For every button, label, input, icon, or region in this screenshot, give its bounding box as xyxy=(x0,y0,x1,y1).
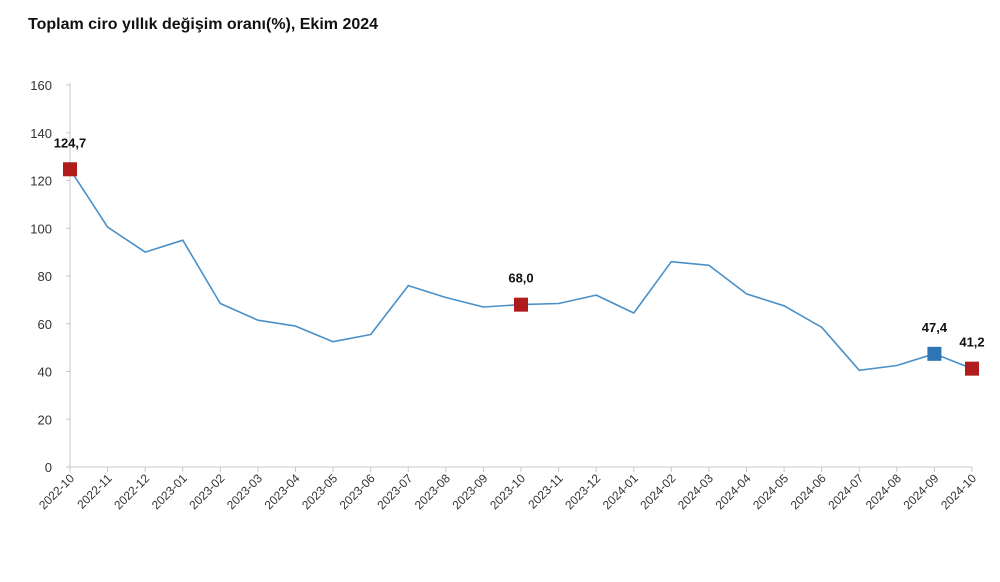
data-point-marker xyxy=(514,297,528,312)
y-tick-label: 60 xyxy=(38,317,52,332)
x-tick-label: 2023-09 xyxy=(449,471,490,512)
data-point-marker xyxy=(965,361,979,376)
y-tick-label: 20 xyxy=(38,412,52,427)
data-point-marker xyxy=(63,162,77,177)
x-tick-label: 2023-04 xyxy=(262,471,303,512)
x-tick-label: 2024-03 xyxy=(675,471,716,512)
x-tick-label: 2023-07 xyxy=(374,471,415,512)
x-tick-label: 2024-10 xyxy=(938,471,979,512)
x-tick-label: 2023-12 xyxy=(562,471,603,512)
data-point-marker xyxy=(927,346,942,361)
x-tick-label: 2023-01 xyxy=(149,471,190,512)
y-tick-label: 80 xyxy=(38,269,52,284)
data-label: 47,4 xyxy=(922,320,948,335)
x-tick-label: 2024-09 xyxy=(900,471,941,512)
x-tick-label: 2024-02 xyxy=(637,471,678,512)
x-tick-label: 2022-10 xyxy=(36,471,77,512)
x-tick-label: 2023-10 xyxy=(487,471,528,512)
data-label: 68,0 xyxy=(508,271,533,286)
y-tick-label: 100 xyxy=(30,221,52,236)
y-tick-label: 40 xyxy=(38,365,52,380)
x-tick-label: 2024-04 xyxy=(713,471,754,512)
x-tick-label: 2022-12 xyxy=(111,471,152,512)
x-axis-ticks: 2022-102022-112022-122023-012023-022023-… xyxy=(36,467,979,512)
x-tick-label: 2023-11 xyxy=(525,471,566,512)
x-tick-label: 2023-08 xyxy=(412,471,453,512)
chart-title: Toplam ciro yıllık değişim oranı(%), Eki… xyxy=(28,16,379,33)
x-tick-label: 2024-07 xyxy=(825,471,866,512)
y-axis-ticks: 0 20 40 60 80 100 120 140 160 xyxy=(30,78,70,475)
x-tick-label: 2022-11 xyxy=(74,471,115,512)
x-tick-label: 2023-02 xyxy=(186,471,227,512)
x-tick-label: 2024-01 xyxy=(600,471,641,512)
x-tick-label: 2023-03 xyxy=(224,471,265,512)
x-tick-label: 2023-06 xyxy=(337,471,378,512)
x-tick-label: 2024-08 xyxy=(863,471,904,512)
data-label: 124,7 xyxy=(54,135,87,150)
y-tick-label: 160 xyxy=(30,78,52,93)
y-tick-label: 120 xyxy=(30,174,52,189)
data-label: 41,2 xyxy=(959,335,984,350)
x-tick-label: 2024-05 xyxy=(750,471,791,512)
x-tick-label: 2024-06 xyxy=(788,471,829,512)
x-tick-label: 2023-05 xyxy=(299,471,340,512)
data-markers: 124,7 68,0 47,4 41,2 xyxy=(54,135,985,376)
y-tick-label: 140 xyxy=(30,126,52,141)
y-tick-label: 0 xyxy=(45,460,52,475)
